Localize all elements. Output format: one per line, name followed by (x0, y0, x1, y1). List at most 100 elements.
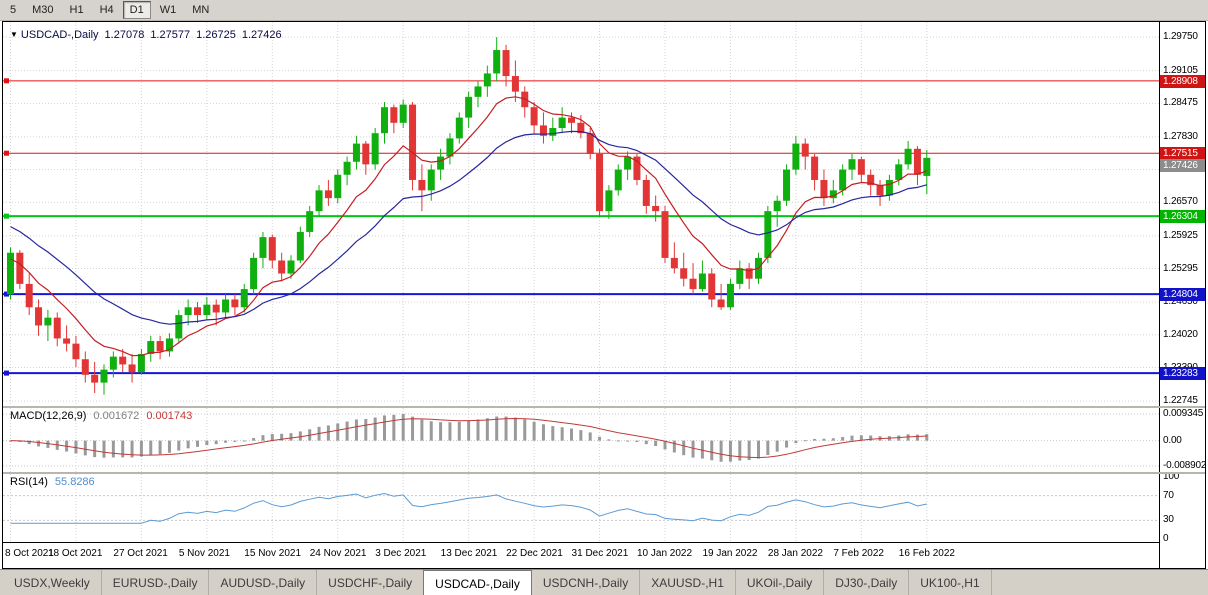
candle-body (745, 268, 753, 279)
timeframe-button-h4[interactable]: H4 (99, 4, 114, 16)
timeframe-button-w1[interactable]: W1 (159, 4, 177, 16)
line-handle[interactable] (4, 213, 9, 219)
macd-histogram-bar (626, 440, 630, 442)
macd-histogram-bar (439, 422, 443, 441)
date-axis-label: 22 Dec 2021 (506, 548, 563, 559)
timeframe-button-h1[interactable]: H1 (69, 4, 84, 16)
macd-histogram-bar (298, 431, 302, 441)
macd-histogram-bar (513, 417, 517, 441)
candle-body (652, 205, 660, 212)
date-axis-label: 8 Oct 2021 (5, 548, 54, 559)
macd-histogram-bar (504, 416, 508, 441)
macd-histogram-bar (635, 440, 639, 443)
macd-histogram-bar (728, 440, 732, 462)
macd-histogram-bar (570, 428, 573, 441)
chart-tab-audusd-daily[interactable]: AUDUSD-,Daily (209, 570, 318, 595)
price-chart[interactable] (3, 22, 1160, 406)
timeframe-button-mn[interactable]: MN (192, 4, 210, 16)
candle-body (811, 156, 819, 180)
candle-body (409, 104, 417, 180)
candle-body (352, 143, 360, 162)
candle-body (212, 304, 220, 313)
timeframe-button-m30[interactable]: M30 (32, 4, 54, 16)
candle-body (7, 252, 14, 295)
candle-body (63, 338, 71, 344)
candle-body (605, 190, 613, 212)
macd-histogram-bar (467, 420, 471, 441)
rsi-axis-label: 100 (1163, 471, 1180, 482)
macd-title: MACD(12,26,9) (10, 410, 87, 422)
macd-histogram-bar (766, 440, 770, 456)
date-axis-label: 5 Nov 2021 (178, 548, 230, 559)
candle-body (165, 338, 173, 352)
candle-body (306, 211, 314, 232)
macd-histogram-bar (261, 435, 265, 441)
macd-histogram-bar (672, 440, 676, 453)
macd-histogram-bar (214, 440, 218, 445)
chart-tab-usdcad-daily[interactable]: USDCAD-,Daily (423, 570, 532, 595)
candle-body (586, 133, 594, 154)
high-value: 1.27577 (150, 29, 191, 41)
candle-body (35, 307, 43, 326)
macd-axis-label: 0.009345 (1163, 408, 1204, 419)
candle-body (156, 341, 164, 352)
macd-histogram-bar (270, 434, 274, 441)
candle-body (53, 317, 61, 339)
candle-body (708, 273, 716, 300)
candle-body (268, 237, 276, 261)
timeframe-button-d1[interactable]: D1 (122, 1, 151, 19)
candle-body (661, 211, 669, 258)
rsi-axis-label: 0 (1163, 533, 1169, 544)
macd-histogram-bar (336, 423, 340, 441)
date-axis-label: 13 Dec 2021 (440, 548, 498, 559)
line-handle[interactable] (4, 78, 9, 84)
macd-histogram-bar (364, 418, 368, 441)
candle-body (259, 237, 267, 258)
candle-body (614, 169, 622, 191)
timeframe-button-5[interactable]: 5 (10, 4, 17, 16)
price-axis[interactable]: 1.297501.291051.284751.278301.272001.265… (1159, 22, 1205, 568)
macd-histogram-bar (457, 421, 461, 441)
macd-histogram-bar (345, 421, 349, 441)
chart-tab-dj30-daily[interactable]: DJ30-,Daily (824, 570, 910, 595)
chart-tab-eurusd-daily[interactable]: EURUSD-,Daily (102, 570, 210, 595)
time-axis[interactable]: 8 Oct 2021 18 Oct 2021 27 Oct 2021 5 Nov 20… (3, 542, 1160, 568)
candle-body (633, 156, 641, 180)
candle-body (371, 133, 379, 165)
candle-body (577, 122, 585, 134)
low-value: 1.26725 (196, 29, 236, 41)
line-handle[interactable] (4, 150, 9, 156)
candle-body (250, 257, 258, 290)
rsi-axis-label: 30 (1163, 514, 1174, 526)
macd-histogram-bar (803, 440, 807, 442)
chart-tab-usdcnh-daily[interactable]: USDCNH-,Daily (532, 570, 641, 595)
macd-histogram-bar (710, 440, 714, 461)
panel-separator[interactable] (3, 472, 1205, 474)
chart-tab-uk100-h1[interactable]: UK100-,H1 (909, 570, 992, 595)
macd-label: MACD(12,26,9) 0.001672 0.001743 (10, 410, 192, 422)
candle-body (231, 299, 239, 308)
symbol-dropdown-icon[interactable]: ▼ (10, 30, 18, 39)
macd-axis-label: 0.00 (1163, 434, 1182, 446)
line-handle[interactable] (4, 370, 9, 376)
candle-body (539, 125, 547, 136)
chart-tab-xauusd-h1[interactable]: XAUUSD-,H1 (640, 570, 736, 595)
candle-body (839, 169, 847, 191)
candle-body (334, 174, 342, 199)
macd-histogram-bar (663, 440, 667, 450)
panel-separator[interactable] (3, 406, 1205, 408)
macd-panel[interactable] (3, 408, 1160, 472)
candle-body (689, 278, 697, 290)
price-axis-label: 1.28475 (1163, 97, 1198, 109)
line-handle[interactable] (4, 291, 9, 297)
macd-histogram-bar (27, 440, 31, 445)
macd-histogram-bar (74, 440, 78, 454)
macd-histogram-bar (326, 425, 330, 441)
chart-tab-ukoil-daily[interactable]: UKOil-,Daily (736, 570, 825, 595)
candle-body (773, 200, 781, 212)
chart-tab-usdchf-daily[interactable]: USDCHF-,Daily (317, 570, 425, 595)
rsi-panel[interactable] (3, 474, 1160, 542)
candle-body (792, 143, 800, 170)
candle-body (399, 104, 407, 123)
chart-tab-usdx-weekly[interactable]: USDX,Weekly (3, 570, 102, 595)
